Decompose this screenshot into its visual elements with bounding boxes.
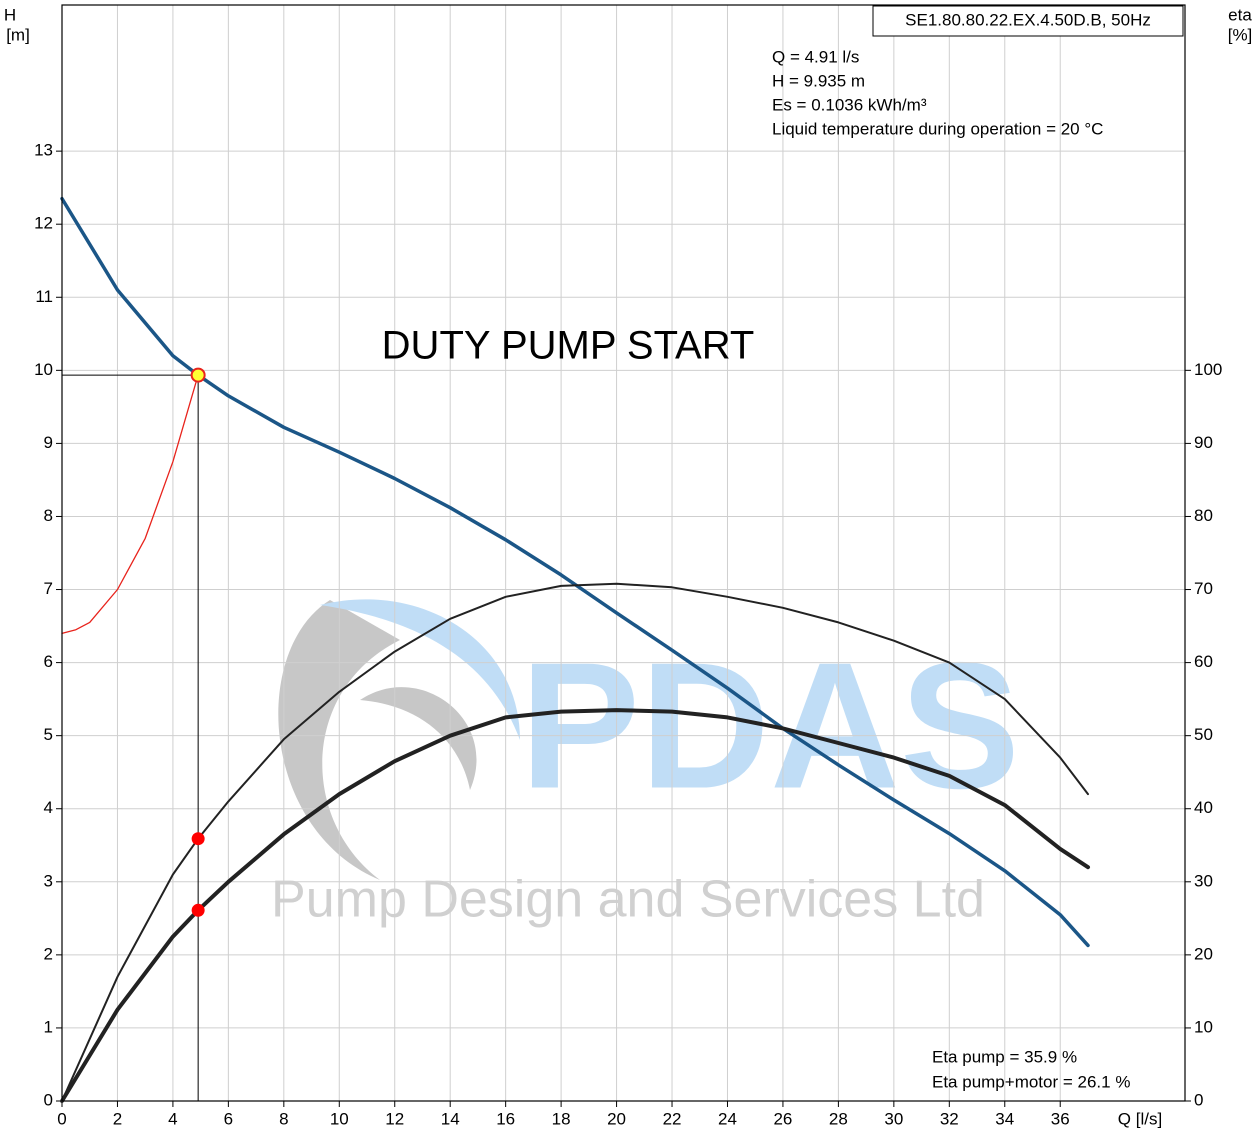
y-tick-label: 12 xyxy=(34,214,53,233)
duty-point xyxy=(190,367,206,383)
efficiency-info: Eta pump+motor = 26.1 % xyxy=(932,1072,1130,1091)
plot-frame xyxy=(61,4,1186,1102)
efficiency-info: Eta pump = 35.9 % xyxy=(932,1047,1077,1066)
curve xyxy=(61,374,199,635)
y-tick-label: 2 xyxy=(44,944,53,963)
watermark-swirl xyxy=(360,687,477,790)
curve xyxy=(60,196,1090,948)
watermark-swirl xyxy=(320,599,520,740)
info-line: Q = 4.91 l/s xyxy=(772,47,859,66)
info-line: Liquid temperature during operation = 20… xyxy=(772,119,1103,138)
info-line: H = 9.935 m xyxy=(772,71,865,90)
x-tick-label: 36 xyxy=(1051,1109,1070,1128)
y2-tick-label: 20 xyxy=(1194,944,1213,963)
y-tick-label: 11 xyxy=(35,287,53,306)
y-tick-label: 9 xyxy=(44,433,53,452)
x-tick-label: 6 xyxy=(224,1109,233,1128)
y-tick-label: 13 xyxy=(34,141,53,160)
y2-tick-label: 70 xyxy=(1194,579,1213,598)
y-tick-label: 1 xyxy=(44,1017,53,1036)
y2-tick-label: 60 xyxy=(1194,652,1213,671)
pump-label: SE1.80.80.22.EX.4.50D.B, 50Hz xyxy=(905,10,1151,29)
eta-point xyxy=(191,832,205,846)
y2-tick-label: 40 xyxy=(1194,798,1213,817)
x-tick-label: 10 xyxy=(330,1109,349,1128)
y2-tick-label: 10 xyxy=(1194,1017,1213,1036)
x-tick-label: 2 xyxy=(113,1109,122,1128)
x-tick-label: 24 xyxy=(718,1109,737,1128)
y-tick-label: 0 xyxy=(44,1090,53,1109)
y-tick-label: 5 xyxy=(44,725,53,744)
x-tick-label: 20 xyxy=(607,1109,626,1128)
y2-axis-label: eta xyxy=(1228,5,1252,24)
x-tick-label: 0 xyxy=(57,1109,66,1128)
x-tick-label: 4 xyxy=(168,1109,177,1128)
y-tick-label: 4 xyxy=(44,798,53,817)
grid xyxy=(56,5,1191,1107)
x-tick-label: 26 xyxy=(773,1109,792,1128)
y-axis-label: H xyxy=(4,5,16,24)
y-tick-label: 7 xyxy=(44,579,53,598)
y2-tick-label: 0 xyxy=(1194,1090,1203,1109)
y-tick-label: 6 xyxy=(44,652,53,671)
curve xyxy=(61,582,1089,1102)
y-tick-label: 10 xyxy=(34,360,53,379)
x-tick-label: 14 xyxy=(441,1109,460,1128)
curve xyxy=(60,708,1090,1103)
watermark-company: Pump Design and Services Ltd xyxy=(271,871,985,929)
y-axis-unit: [m] xyxy=(6,25,30,44)
x-tick-label: 34 xyxy=(995,1109,1014,1128)
y2-tick-label: 50 xyxy=(1194,725,1213,744)
y-tick-label: 8 xyxy=(44,506,53,525)
watermark-swirl xyxy=(278,600,400,880)
x-tick-label: 32 xyxy=(940,1109,959,1128)
x-tick-label: 22 xyxy=(663,1109,682,1128)
y-tick-label: 3 xyxy=(44,871,53,890)
x-tick-label: 18 xyxy=(552,1109,571,1128)
y2-tick-label: 30 xyxy=(1194,871,1213,890)
x-tick-label: 16 xyxy=(496,1109,515,1128)
marks xyxy=(60,196,1090,1103)
chart-title: DUTY PUMP START xyxy=(382,324,755,368)
x-axis-label: Q [l/s] xyxy=(1118,1109,1162,1128)
eta-point xyxy=(191,903,205,917)
y2-tick-label: 90 xyxy=(1194,433,1213,452)
y2-tick-label: 100 xyxy=(1194,360,1222,379)
y2-axis-unit: [%] xyxy=(1228,25,1253,44)
x-tick-label: 28 xyxy=(829,1109,848,1128)
info-line: Es = 0.1036 kWh/m³ xyxy=(772,95,927,114)
y2-tick-label: 80 xyxy=(1194,506,1213,525)
x-tick-label: 8 xyxy=(279,1109,288,1128)
pump-label-box xyxy=(872,5,1184,37)
x-tick-label: 12 xyxy=(385,1109,404,1128)
x-tick-label: 30 xyxy=(884,1109,903,1128)
